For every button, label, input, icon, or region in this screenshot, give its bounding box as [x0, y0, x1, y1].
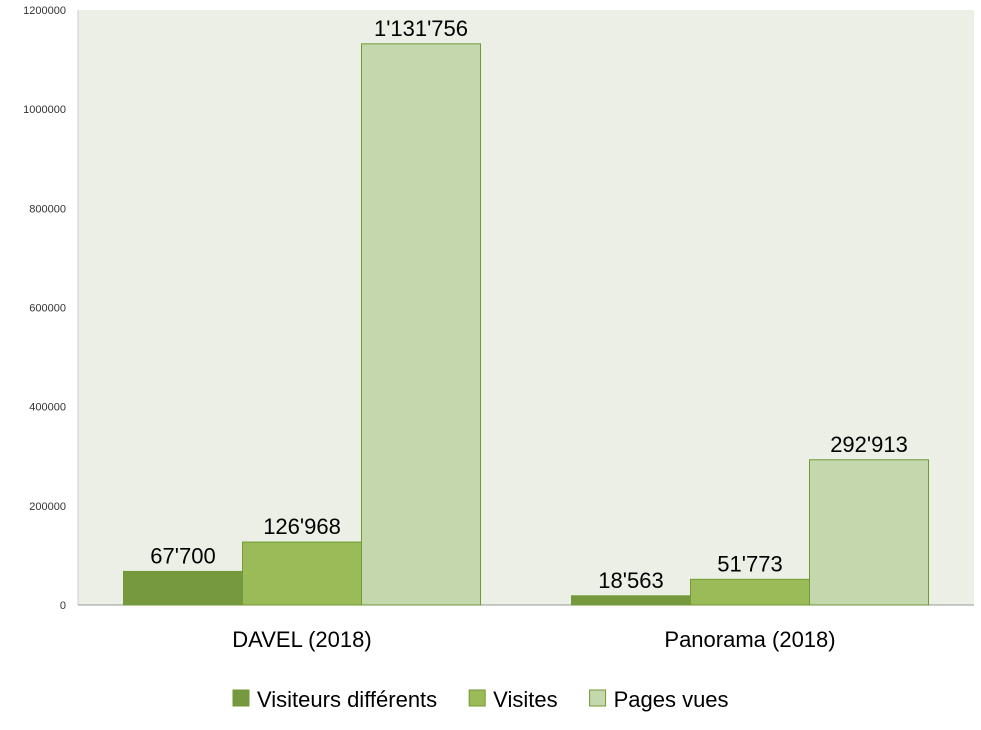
- bar: [571, 595, 691, 606]
- data-labels: 67'700 126'968 1'131'756 18'563 51'773 292'91…: [150, 16, 908, 593]
- y-tick-label: 600000: [29, 303, 66, 315]
- legend-swatch: [232, 689, 250, 707]
- data-label: 51'773: [717, 551, 782, 576]
- legend-swatch: [468, 689, 486, 707]
- y-tick-label: 400000: [29, 402, 66, 414]
- y-axis-ticks: 0 200000 400000 600000 800000 1000000 1200000: [23, 5, 66, 612]
- data-label: 18'563: [598, 568, 663, 593]
- y-tick-label: 1200000: [23, 5, 66, 17]
- legend-swatch: [589, 689, 607, 707]
- category-label: Panorama (2018): [664, 627, 835, 652]
- bar: [809, 459, 929, 606]
- category-labels: DAVEL (2018) Panorama (2018): [232, 627, 835, 652]
- y-tick-label: 0: [60, 600, 66, 612]
- data-label: 67'700: [150, 543, 215, 568]
- bars: [123, 43, 929, 606]
- legend-label: Visiteurs différents: [257, 687, 437, 712]
- data-label: 1'131'756: [374, 16, 468, 41]
- legend: Visiteurs différents Visites Pages vues: [232, 687, 729, 712]
- y-tick-label: 1000000: [23, 104, 66, 116]
- bar: [242, 541, 362, 606]
- y-tick-label: 800000: [29, 203, 66, 215]
- bar: [361, 43, 481, 606]
- category-label: DAVEL (2018): [232, 627, 371, 652]
- data-label: 126'968: [263, 514, 341, 539]
- legend-label: Pages vues: [614, 687, 729, 712]
- y-tick-label: 200000: [29, 501, 66, 513]
- data-label: 292'913: [830, 432, 908, 457]
- legend-label: Visites: [493, 687, 557, 712]
- bar: [123, 570, 243, 606]
- bar: [690, 578, 810, 606]
